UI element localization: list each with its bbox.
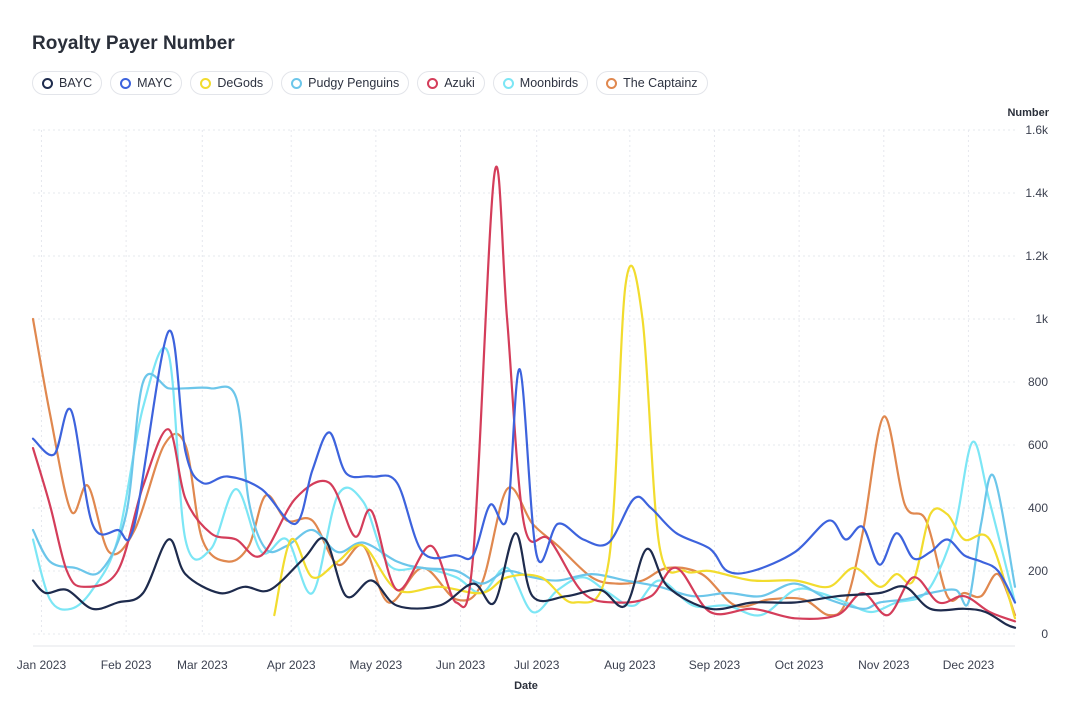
y-tick-label: 0 (1041, 627, 1048, 641)
legend-item-mayc[interactable]: MAYC (110, 71, 183, 95)
y-tick-label: 1.2k (1025, 249, 1049, 263)
legend-label: Azuki (444, 76, 475, 90)
series-line-pudgy-penguins[interactable] (31, 372, 1017, 610)
x-tick-label: Apr 2023 (267, 658, 316, 672)
legend-marker-icon (427, 77, 439, 89)
chart-title: Royalty Payer Number (32, 33, 235, 54)
x-tick-label: Jan 2023 (17, 658, 67, 672)
legend-label: DeGods (217, 76, 264, 90)
y-tick-label: 400 (1028, 501, 1048, 515)
legend-marker-icon (606, 77, 618, 89)
x-tick-label: Feb 2023 (101, 658, 152, 672)
y-axis-title: Number (1007, 107, 1049, 119)
x-tick-label: Dec 2023 (943, 658, 995, 672)
series-line-bayc[interactable] (31, 532, 1017, 629)
x-tick-label: Nov 2023 (858, 658, 910, 672)
x-tick-label: Sep 2023 (689, 658, 741, 672)
legend-marker-icon (200, 77, 212, 89)
legend-item-pudgy-penguins[interactable]: Pudgy Penguins (281, 71, 410, 95)
legend-marker-icon (42, 77, 53, 89)
x-tick-label: Mar 2023 (177, 658, 228, 672)
x-axis-title: Date (514, 680, 538, 692)
legend-item-degods[interactable]: DeGods (190, 71, 274, 95)
legend: BAYC MAYC DeGods Pudgy Penguins Azuki Moonbir… (32, 71, 708, 95)
x-tick-label: Oct 2023 (775, 658, 824, 672)
legend-label: Moonbirds (519, 76, 579, 90)
x-tick-label: Jul 2023 (514, 658, 560, 672)
x-tick-label: Jun 2023 (436, 658, 486, 672)
y-tick-label: 1k (1035, 312, 1049, 326)
y-tick-label: 200 (1028, 564, 1048, 578)
legend-marker-icon (291, 77, 303, 89)
series-line-the-captainz[interactable] (31, 317, 1017, 617)
y-tick-label: 800 (1028, 375, 1048, 389)
y-tick-label: 1.6k (1025, 123, 1049, 137)
legend-item-azuki[interactable]: Azuki (417, 71, 485, 95)
legend-item-moonbirds[interactable]: Moonbirds (492, 71, 589, 95)
legend-item-the-captainz[interactable]: The Captainz (596, 71, 708, 95)
x-tick-label: May 2023 (350, 658, 403, 672)
y-tick-label: 1.4k (1025, 186, 1049, 200)
legend-label: MAYC (137, 76, 173, 90)
legend-item-bayc[interactable]: BAYC (32, 71, 103, 95)
series-line-azuki[interactable] (31, 165, 1017, 623)
legend-label: The Captainz (623, 76, 698, 90)
x-tick-label: Aug 2023 (604, 658, 656, 672)
legend-marker-icon (502, 77, 514, 89)
legend-label: BAYC (59, 76, 93, 90)
series-line-mayc[interactable] (31, 329, 1017, 604)
legend-label: Pudgy Penguins (308, 76, 400, 90)
y-tick-label: 600 (1028, 438, 1048, 452)
legend-marker-icon (120, 77, 132, 89)
